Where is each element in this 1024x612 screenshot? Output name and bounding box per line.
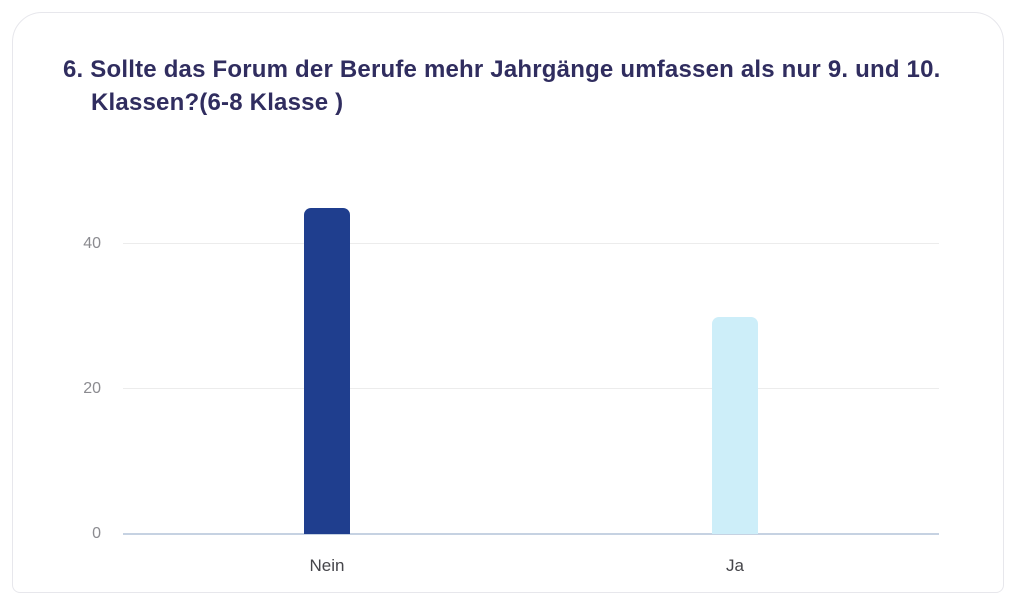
x-axis-labels: Nein Ja [123,554,939,578]
question-title-line-2: Klassen?(6-8 Klasse ) [91,89,344,116]
y-tick-label-0: 0 [92,525,101,542]
y-axis: 0 20 40 [13,203,101,542]
bar-nein [304,207,350,534]
plot-area [123,203,939,535]
y-tick-label-20: 20 [83,380,101,397]
survey-question-card: 6. Sollte das Forum der Berufe mehr Jahr… [12,12,1004,593]
bar-chart: 0 20 40 Nein Ja [13,13,1005,594]
question-title: 6. Sollte das Forum der Berufe mehr Jahr… [63,53,963,119]
x-axis-line [123,533,939,535]
y-tick-label-40: 40 [83,235,101,252]
category-label-ja: Ja [726,556,744,575]
gridline-40 [123,243,939,244]
bar-ja [712,316,758,534]
question-title-line-1: 6. Sollte das Forum der Berufe mehr Jahr… [63,56,941,83]
category-label-nein: Nein [309,556,345,575]
gridline-20 [123,388,939,389]
